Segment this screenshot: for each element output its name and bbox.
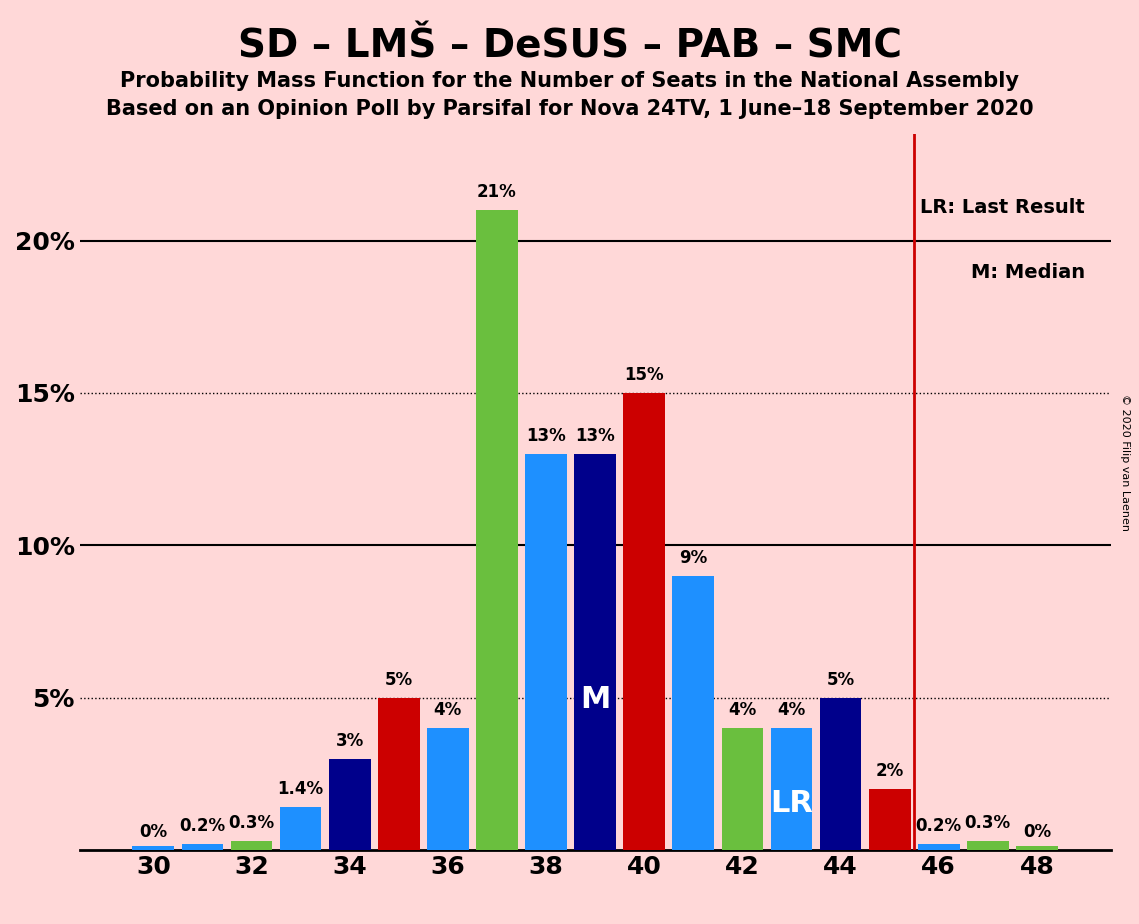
Bar <box>427 728 469 850</box>
Text: 21%: 21% <box>477 183 517 201</box>
Bar <box>231 841 272 850</box>
Text: LR: Last Result: LR: Last Result <box>920 199 1084 217</box>
Bar <box>525 454 567 850</box>
Text: © 2020 Filip van Laenen: © 2020 Filip van Laenen <box>1120 394 1130 530</box>
Text: 4%: 4% <box>434 701 462 719</box>
Text: 5%: 5% <box>827 671 854 688</box>
Text: 5%: 5% <box>385 671 412 688</box>
Text: 9%: 9% <box>679 549 707 566</box>
Text: 1.4%: 1.4% <box>278 780 323 798</box>
Text: 0.2%: 0.2% <box>916 817 961 835</box>
Text: 0.3%: 0.3% <box>965 814 1011 832</box>
Text: 0.3%: 0.3% <box>229 814 274 832</box>
Text: 0.2%: 0.2% <box>179 817 226 835</box>
Text: 0%: 0% <box>1023 823 1051 841</box>
Bar <box>918 844 959 850</box>
Text: 3%: 3% <box>336 732 363 749</box>
Bar <box>476 210 518 850</box>
Text: 0%: 0% <box>139 823 167 841</box>
Bar <box>721 728 763 850</box>
Text: M: M <box>580 685 611 714</box>
Text: 4%: 4% <box>728 701 756 719</box>
Text: SD – LMŠ – DeSUS – PAB – SMC: SD – LMŠ – DeSUS – PAB – SMC <box>238 28 901 66</box>
Text: 13%: 13% <box>526 427 566 444</box>
Text: Probability Mass Function for the Number of Seats in the National Assembly: Probability Mass Function for the Number… <box>120 71 1019 91</box>
Bar <box>672 576 714 850</box>
Bar <box>623 393 665 850</box>
Bar <box>967 841 1009 850</box>
Text: 4%: 4% <box>777 701 805 719</box>
Bar <box>1016 845 1058 850</box>
Bar <box>378 698 419 850</box>
Bar <box>280 808 321 850</box>
Bar <box>820 698 861 850</box>
Bar <box>869 789 910 850</box>
Text: M: Median: M: Median <box>970 263 1084 282</box>
Text: LR: LR <box>770 789 813 819</box>
Text: Based on an Opinion Poll by Parsifal for Nova 24TV, 1 June–18 September 2020: Based on an Opinion Poll by Parsifal for… <box>106 99 1033 119</box>
Text: 2%: 2% <box>876 762 903 780</box>
Bar <box>771 728 812 850</box>
Bar <box>181 844 223 850</box>
Bar <box>574 454 616 850</box>
Text: 13%: 13% <box>575 427 615 444</box>
Bar <box>132 845 174 850</box>
Text: 15%: 15% <box>624 366 664 383</box>
Bar <box>329 759 370 850</box>
